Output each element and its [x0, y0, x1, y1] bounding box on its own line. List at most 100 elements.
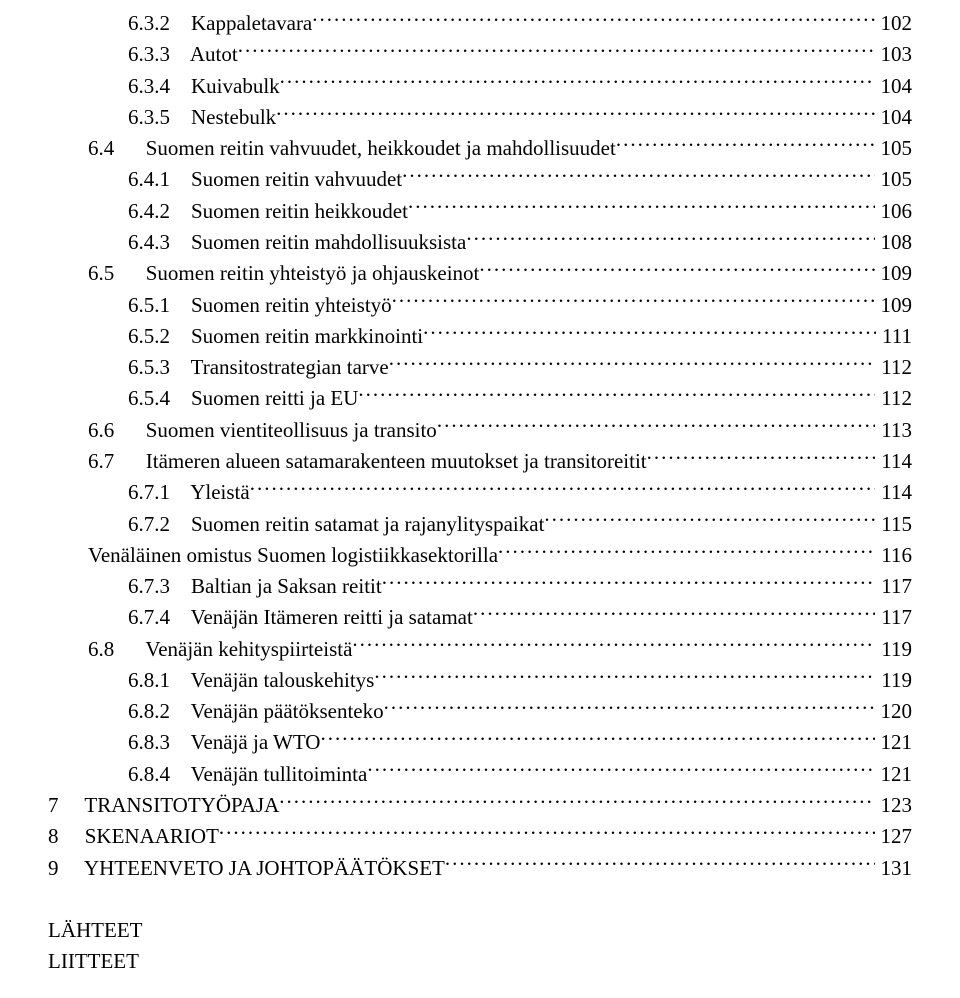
toc-entry: 6.5.3 Transitostrategian tarve 112 — [48, 352, 912, 383]
toc-entry: 6.6 Suomen vientiteollisuus ja transito … — [48, 415, 912, 446]
toc-entry: 6.8.2 Venäjän päätöksenteko 120 — [48, 696, 912, 727]
toc-entry: 6.5.4 Suomen reitti ja EU 112 — [48, 383, 912, 414]
toc-entry-page: 104 — [875, 102, 913, 133]
toc-entry-page: 121 — [875, 727, 913, 758]
toc-entry-page: 114 — [875, 477, 912, 508]
toc-dot-leader — [276, 103, 874, 124]
toc-entry: 6.5.1 Suomen reitin yhteistyö 109 — [48, 290, 912, 321]
toc-entry: 6.4.1 Suomen reitin vahvuudet 105 — [48, 164, 912, 195]
toc-entry-label: 6.3.2 Kappaletavara — [128, 8, 312, 39]
toc-entry-label: 6.8 Venäjän kehityspiirteistä — [88, 634, 352, 665]
toc-entry: 6.4 Suomen reitin vahvuudet, heikkoudet … — [48, 133, 912, 164]
toc-dot-leader — [473, 603, 875, 624]
toc-entry-page: 105 — [875, 133, 913, 164]
toc-dot-leader — [219, 822, 875, 843]
toc-dot-leader — [544, 510, 875, 531]
toc-entry-label: 6.3.4 Kuivabulk — [128, 71, 280, 102]
toc-entry-page: 103 — [875, 39, 913, 70]
toc-dot-leader — [250, 478, 876, 499]
toc-dot-leader — [238, 40, 875, 61]
toc-entry-page: 108 — [875, 227, 913, 258]
toc-entry-page: 117 — [875, 571, 912, 602]
toc-dot-leader — [384, 697, 875, 718]
toc-entry-label: 6.3.3 Autot — [128, 39, 238, 70]
toc-entry-label: 6.8.3 Venäjä ja WTO — [128, 727, 320, 758]
toc-dot-leader — [320, 728, 874, 749]
toc-entry: 6.4.2 Suomen reitin heikkoudet 106 — [48, 196, 912, 227]
toc-entry-page: 111 — [876, 321, 912, 352]
toc-dot-leader — [445, 854, 875, 875]
toc-entry-label: 6.7.2 Suomen reitin satamat ja rajanylit… — [128, 509, 544, 540]
toc-entry-label: 9 YHTEENVETO JA JOHTOPÄÄTÖKSET — [48, 853, 445, 884]
toc-entry-page: 104 — [875, 71, 913, 102]
toc-entry: 7 TRANSITOTYÖPAJA 123 — [48, 790, 912, 821]
toc-entry-page: 109 — [875, 290, 913, 321]
toc-dot-leader — [367, 760, 874, 781]
toc-dot-leader — [479, 259, 874, 280]
table-of-contents: 6.3.2 Kappaletavara 1026.3.3 Autot 1036.… — [48, 8, 912, 884]
toc-entry-label: 6.7.3 Baltian ja Saksan reitit — [128, 571, 382, 602]
toc-dot-leader — [312, 9, 874, 30]
toc-entry: 6.3.2 Kappaletavara 102 — [48, 8, 912, 39]
toc-entry: 6.8.4 Venäjän tullitoiminta 121 — [48, 759, 912, 790]
toc-entry-label: 6.5.1 Suomen reitin yhteistyö — [128, 290, 392, 321]
toc-entry-label: 6.4.3 Suomen reitin mahdollisuuksista — [128, 227, 466, 258]
toc-entry-page: 117 — [875, 602, 912, 633]
toc-entry: Venäläinen omistus Suomen logistiikkasek… — [48, 540, 912, 571]
toc-entry: 6.7.3 Baltian ja Saksan reitit 117 — [48, 571, 912, 602]
toc-dot-leader — [358, 384, 875, 405]
footer-section: LÄHTEETLIITTEET — [48, 915, 912, 978]
toc-entry-page: 114 — [875, 446, 912, 477]
toc-entry-label: 6.7 Itämeren alueen satamarakenteen muut… — [88, 446, 647, 477]
toc-dot-leader — [408, 197, 875, 218]
toc-entry-page: 123 — [875, 790, 913, 821]
toc-entry-page: 121 — [875, 759, 913, 790]
toc-entry-label: 6.5.4 Suomen reitti ja EU — [128, 383, 358, 414]
toc-entry: 6.3.3 Autot 103 — [48, 39, 912, 70]
toc-entry: 6.3.5 Nestebulk 104 — [48, 102, 912, 133]
toc-entry: 6.5 Suomen reitin yhteistyö ja ohjauskei… — [48, 258, 912, 289]
toc-entry: 9 YHTEENVETO JA JOHTOPÄÄTÖKSET 131 — [48, 853, 912, 884]
toc-entry: 8 SKENAARIOT 127 — [48, 821, 912, 852]
toc-entry: 6.7.1 Yleistä 114 — [48, 477, 912, 508]
toc-entry-page: 109 — [875, 258, 913, 289]
toc-entry-label: 6.7.1 Yleistä — [128, 477, 250, 508]
toc-entry-label: 6.7.4 Venäjän Itämeren reitti ja satamat — [128, 602, 473, 633]
toc-entry-label: 6.4.1 Suomen reitin vahvuudet — [128, 164, 402, 195]
toc-entry-label: 6.8.4 Venäjän tullitoiminta — [128, 759, 367, 790]
toc-dot-leader — [280, 72, 875, 93]
toc-dot-leader — [389, 353, 876, 374]
toc-dot-leader — [382, 572, 876, 593]
toc-entry-label: 6.5 Suomen reitin yhteistyö ja ohjauskei… — [88, 258, 479, 289]
toc-entry-page: 116 — [875, 540, 912, 571]
toc-dot-leader — [352, 635, 875, 656]
toc-entry-label: 6.4.2 Suomen reitin heikkoudet — [128, 196, 408, 227]
toc-entry-label: 7 TRANSITOTYÖPAJA — [48, 790, 279, 821]
toc-entry: 6.8 Venäjän kehityspiirteistä 119 — [48, 634, 912, 665]
toc-entry-label: 6.3.5 Nestebulk — [128, 102, 276, 133]
footer-line: LÄHTEET — [48, 915, 912, 946]
toc-entry-page: 113 — [875, 415, 912, 446]
toc-dot-leader — [392, 291, 875, 312]
toc-entry-label: 6.5.2 Suomen reitin markkinointi — [128, 321, 423, 352]
toc-dot-leader — [647, 447, 876, 468]
toc-dot-leader — [437, 416, 875, 437]
toc-entry: 6.7.4 Venäjän Itämeren reitti ja satamat… — [48, 602, 912, 633]
footer-line: LIITTEET — [48, 946, 912, 977]
toc-entry-page: 106 — [875, 196, 913, 227]
toc-dot-leader — [466, 228, 874, 249]
toc-entry-label: 6.6 Suomen vientiteollisuus ja transito — [88, 415, 437, 446]
toc-entry-page: 119 — [875, 634, 912, 665]
toc-dot-leader — [402, 165, 874, 186]
toc-entry-page: 120 — [875, 696, 913, 727]
blank-line — [48, 884, 912, 915]
toc-entry: 6.8.3 Venäjä ja WTO 121 — [48, 727, 912, 758]
toc-entry-page: 115 — [875, 509, 912, 540]
toc-dot-leader — [498, 541, 875, 562]
toc-entry-label: 6.4 Suomen reitin vahvuudet, heikkoudet … — [88, 133, 616, 164]
toc-entry-page: 102 — [875, 8, 913, 39]
toc-entry-label: Venäläinen omistus Suomen logistiikkasek… — [88, 540, 498, 571]
toc-dot-leader — [279, 791, 874, 812]
toc-entry-page: 112 — [875, 352, 912, 383]
toc-entry: 6.8.1 Venäjän talouskehitys 119 — [48, 665, 912, 696]
